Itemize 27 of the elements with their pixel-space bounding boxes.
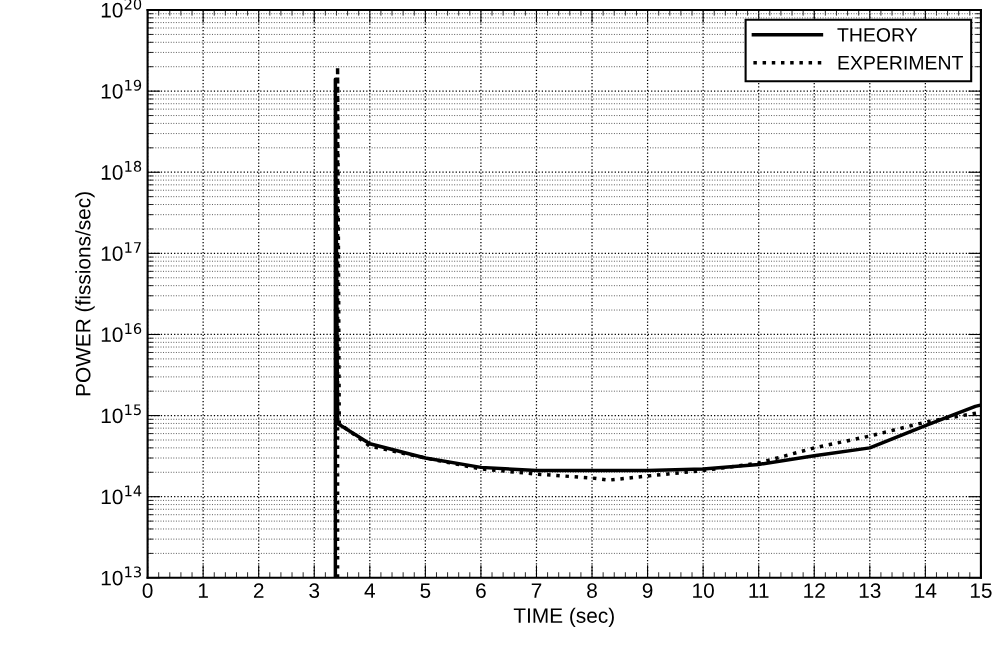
x-tick-label: 6: [476, 583, 486, 598]
y-tick-label: 10$^{19}$: [101, 79, 142, 99]
x-tick-label: 14: [915, 583, 937, 598]
x-tick-label: 5: [420, 583, 431, 598]
x-tick-label: 7: [531, 583, 542, 598]
x-tick-label: 1: [198, 583, 208, 598]
x-tick-label: 12: [804, 583, 825, 598]
y-axis-title: POWER (fissions/sec): [75, 192, 95, 396]
legend-label: EXPERIMENT: [838, 56, 963, 70]
x-tick-label: 3: [309, 583, 320, 598]
y-tick-label: 10$^{18}$: [101, 160, 142, 180]
y-tick-label: 10$^{14}$: [101, 485, 142, 505]
y-tick-label: 10$^{15}$: [101, 404, 141, 424]
x-tick-label: 10: [693, 583, 714, 598]
x-tick-label: 9: [642, 583, 653, 598]
x-tick-label: 0: [142, 583, 153, 598]
y-tick-label: 10$^{16}$: [101, 323, 142, 343]
x-tick-label: 13: [859, 583, 881, 598]
legend-label: THEORY: [837, 28, 918, 42]
x-tick-label: 11: [749, 583, 769, 598]
x-axis-title: TIME (sec): [513, 607, 614, 628]
x-tick-label: 4: [364, 583, 375, 598]
x-tick-label: 2: [253, 583, 264, 598]
y-tick-label: 10$^{17}$: [101, 242, 141, 261]
x-tick-label: 15: [970, 583, 992, 598]
y-tick-label: 10$^{13}$: [101, 566, 141, 586]
x-tick-label: 8: [587, 583, 597, 598]
